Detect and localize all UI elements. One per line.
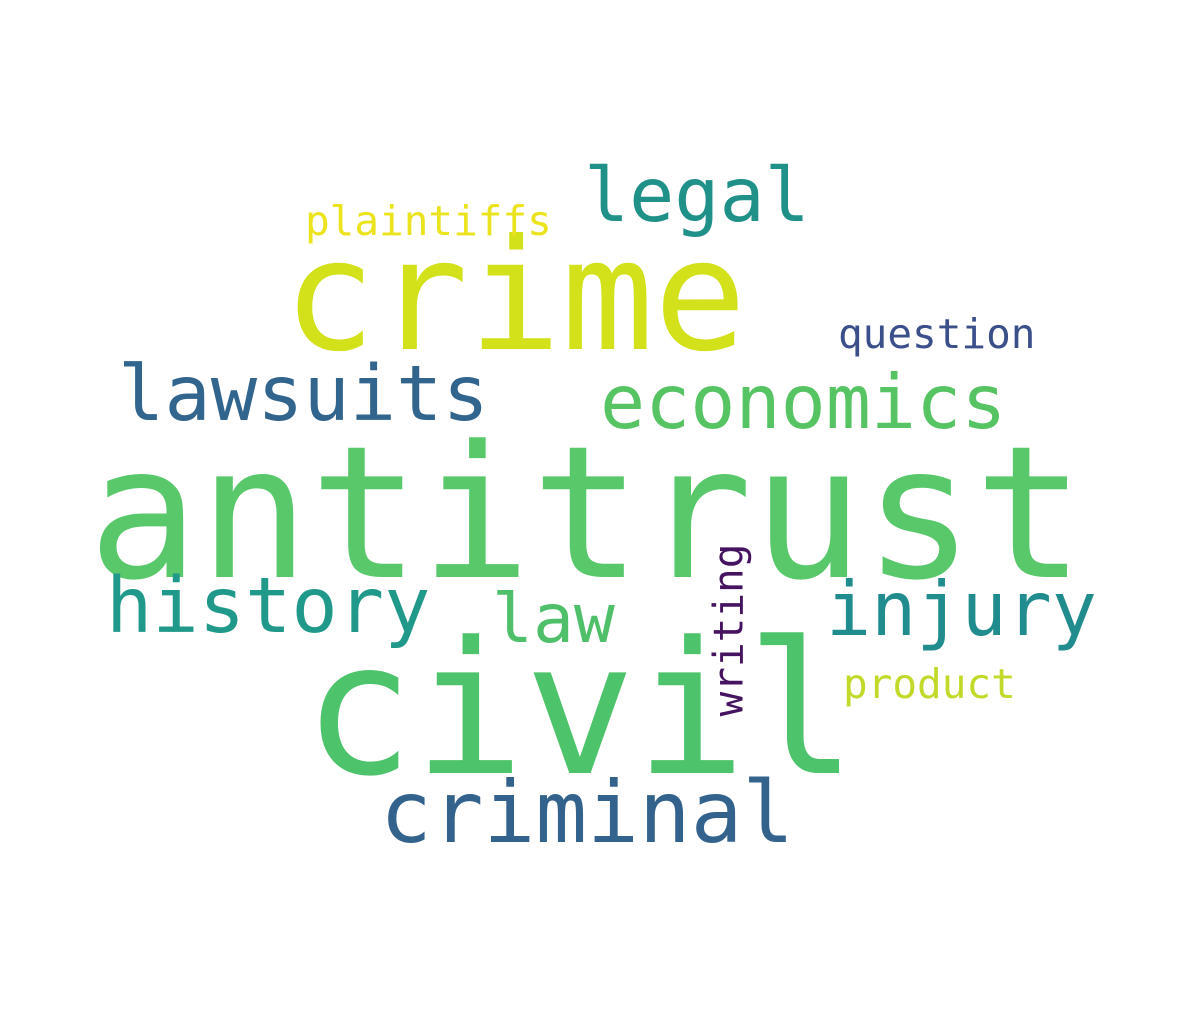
word-crime: crime [283,207,747,386]
word-criminal: criminal [380,763,795,863]
word-law: law [492,580,615,659]
word-legal: legal [584,151,810,239]
word-writing: writing [704,543,753,717]
word-injury: injury [826,565,1097,653]
word-antitrust: antitrust [88,407,1085,621]
word-plaintiffs: plaintiffs [305,197,552,245]
word-history: history [106,562,431,651]
word-question: question [838,310,1036,358]
word-economics: economics [600,358,1007,446]
word-civil: civil [303,603,857,817]
word-product: product [843,660,1016,708]
word-lawsuits: lawsuits [118,350,489,439]
